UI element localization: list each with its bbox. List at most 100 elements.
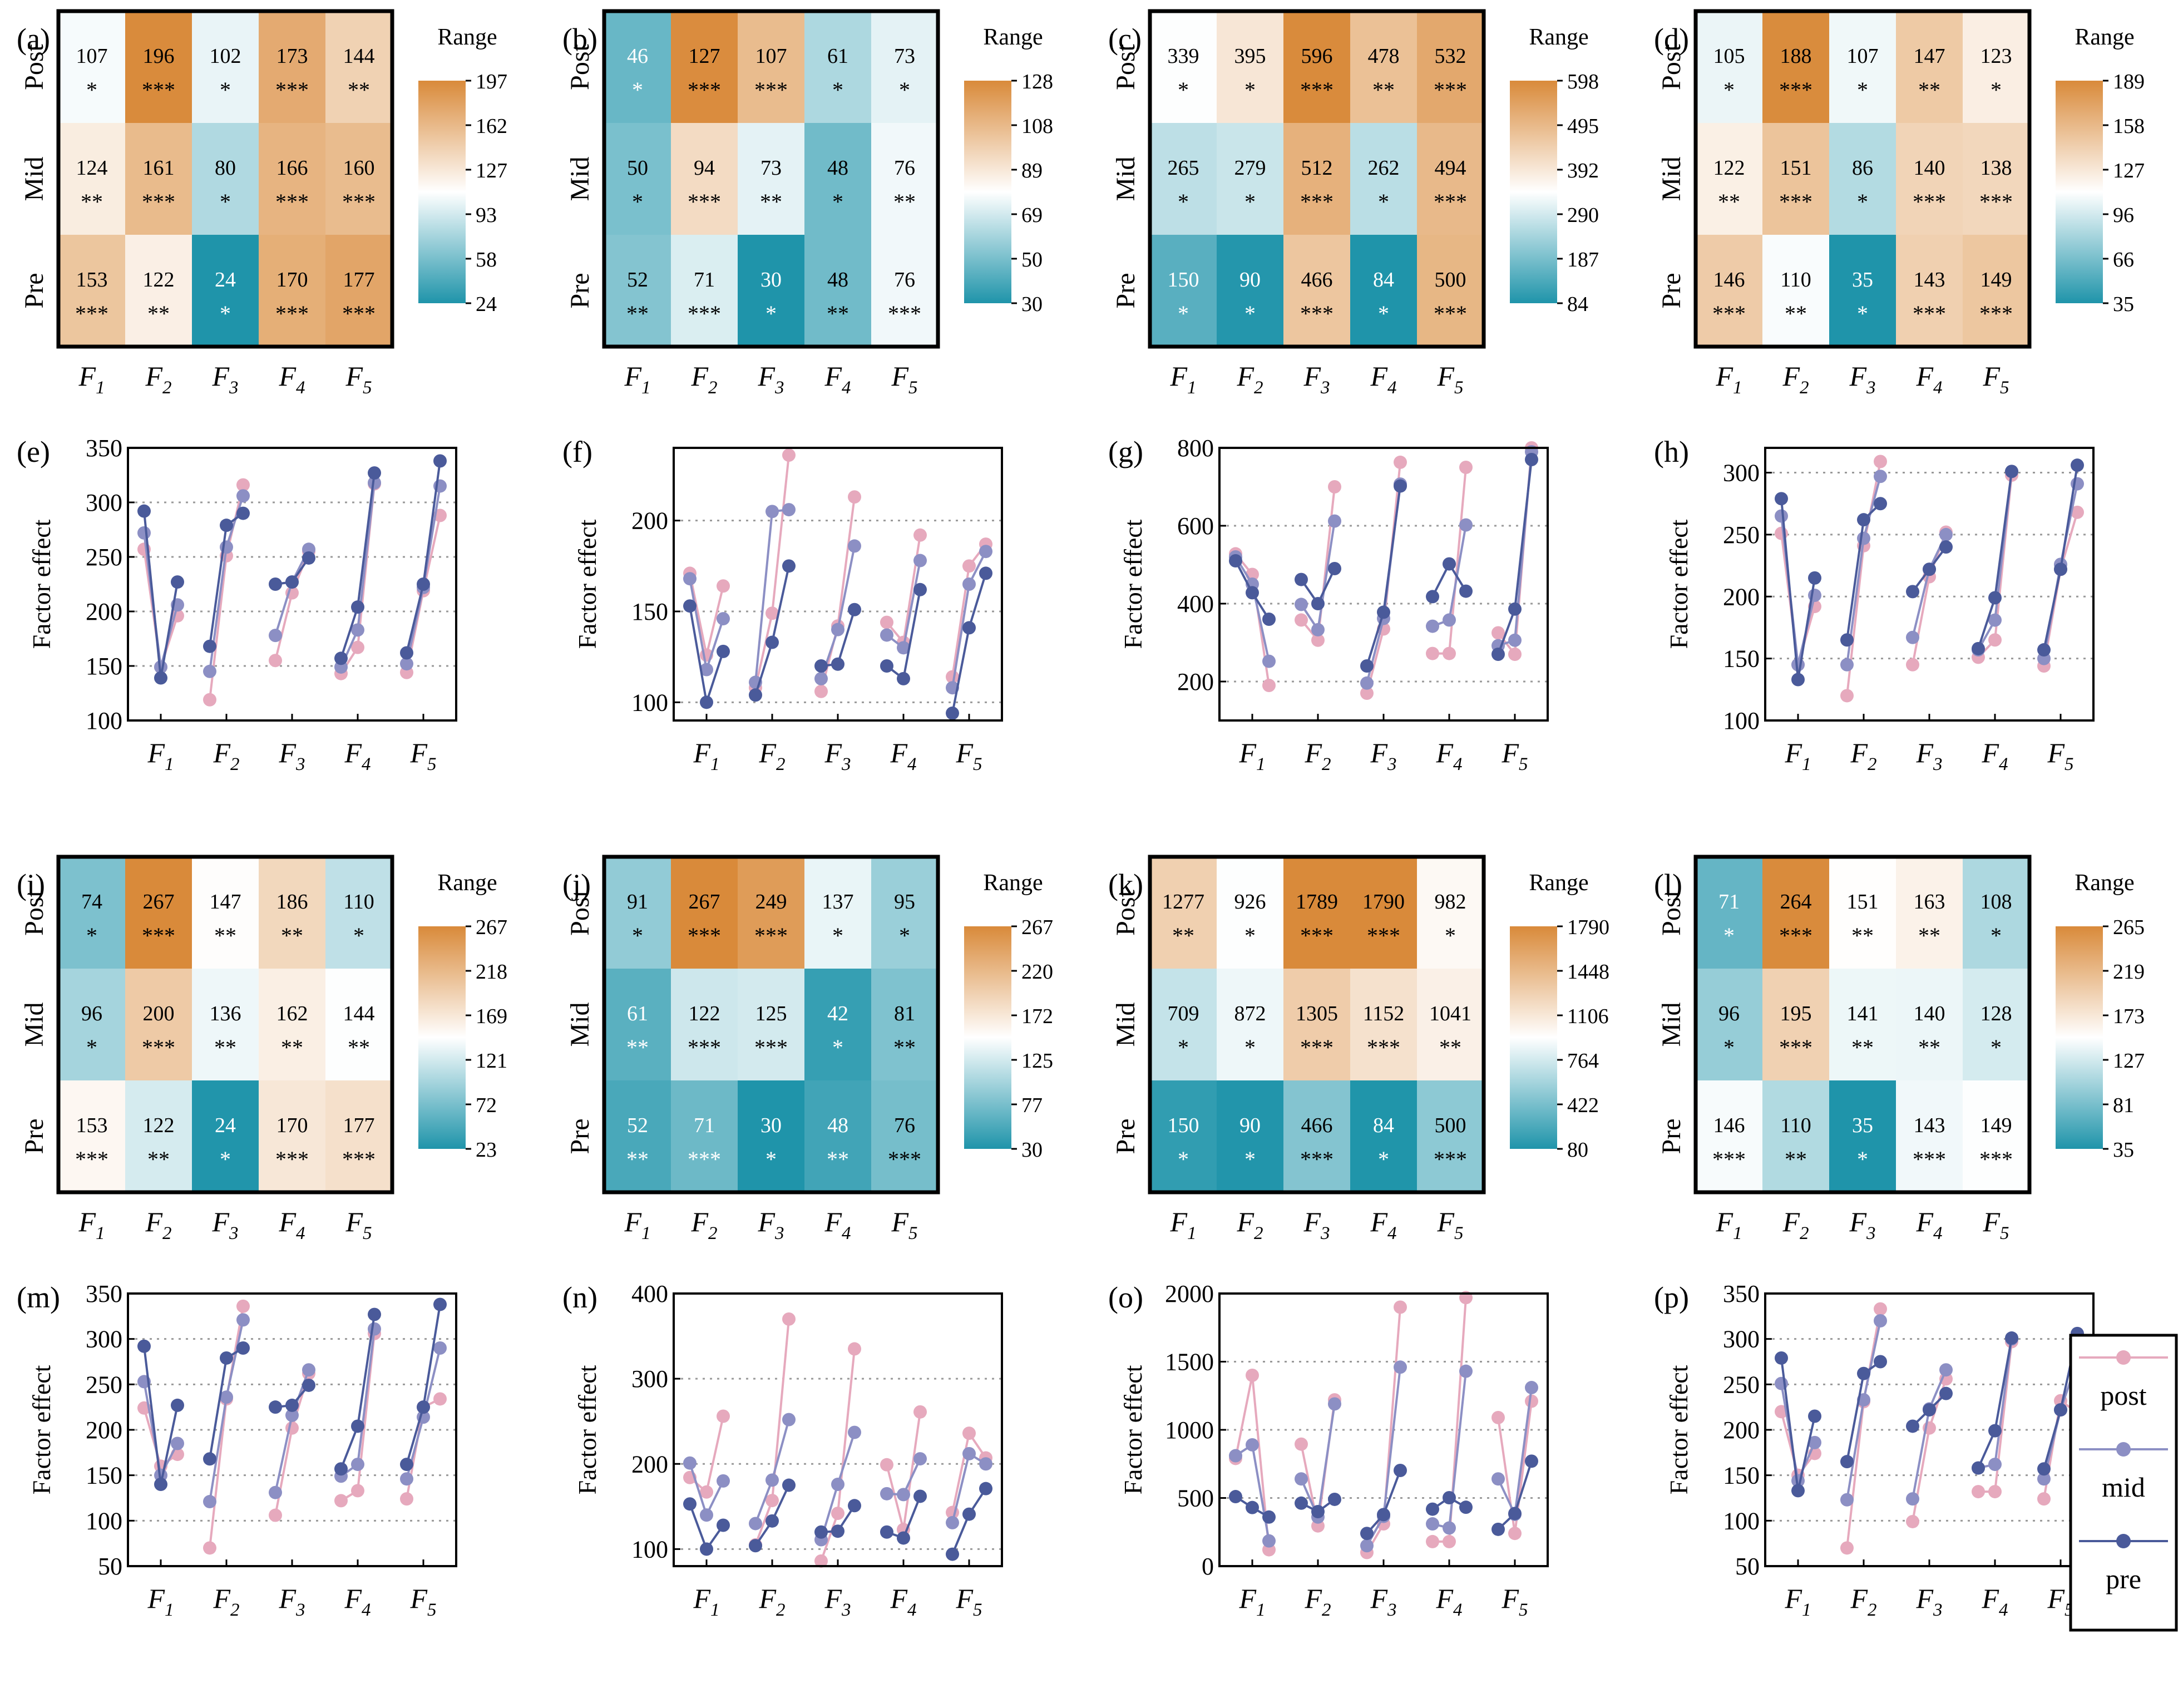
row-label: Pre [1657,1119,1686,1154]
y-tick-label: 500 [1177,1485,1214,1512]
cell-value: 71 [694,1114,715,1137]
heatmap-panel: (d)105*188***107*147**123*122**151***86*… [1654,9,2145,398]
row-label: Mid [565,1002,595,1046]
cell-value: 48 [827,1114,848,1137]
cell-value: 86 [1852,156,1873,180]
heatmap-cell [1350,11,1417,123]
cell-value: 144 [343,45,375,68]
heatmap-cell [1762,857,1829,969]
cell-significance: *** [275,1147,309,1172]
cell-significance: *** [1779,923,1812,948]
factor-tick-label: F4 [1915,1206,1942,1243]
data-point-mid [962,577,976,591]
heatmap-cell [1696,123,1762,235]
factor-tick-label: F5 [345,1206,372,1243]
y-tick-label: 600 [1177,512,1214,540]
cell-value: 96 [81,1002,102,1025]
heatmap-cell [1829,1080,1896,1192]
data-point-mid [368,1322,381,1336]
heatmap-cell [738,969,804,1080]
cell-significance: * [86,923,97,948]
colorbar-tick-label: 189 [2113,70,2145,93]
data-point-pre [700,695,713,709]
data-point-post [880,615,893,629]
factor-tick-label: F5 [1982,361,2009,398]
row-label: Mid [19,156,49,201]
heatmap-cell [1696,969,1762,1080]
data-point-pre [417,577,430,591]
cell-significance: *** [1979,301,2013,326]
data-point-post [700,1485,713,1499]
cell-value: 500 [1435,268,1466,292]
data-point-mid [1939,527,1953,541]
colorbar-tick-label: 30 [1021,1138,1043,1162]
cell-value: 105 [1713,45,1745,68]
cell-value: 76 [894,156,915,180]
heatmap-cell [604,235,671,347]
data-point-pre [1775,492,1788,506]
factor-tick-label: F4 [1915,361,1942,398]
factor-tick-label: F3 [757,361,784,398]
data-point-post [1246,1369,1259,1382]
plot-frame [1218,1292,1549,1567]
data-point-pre [946,706,959,720]
data-point-pre [1295,1496,1308,1510]
cell-significance: *** [275,77,309,102]
data-point-post [236,478,250,492]
cell-value: 84 [1373,268,1394,292]
data-point-mid [1295,598,1308,611]
series-line-post [1366,462,1401,694]
heatmap-panel: (l)71*264***151**163**108*96*195***141**… [1654,855,2145,1243]
cell-significance: ** [81,189,103,214]
data-point-mid [1808,1435,1821,1449]
data-point-pre [848,1499,861,1513]
data-point-mid [1906,630,1919,644]
cell-significance: ** [1439,1035,1461,1060]
cell-significance: * [1378,189,1389,214]
cell-value: 265 [1168,156,1199,180]
cell-value: 48 [827,268,848,292]
heatmap-cell [1417,11,1484,123]
factor-tick-label: F3 [211,1206,238,1243]
data-point-pre [880,1525,893,1539]
cell-significance: * [220,189,231,214]
data-point-post [814,684,828,698]
factor-tick-label: F2 [690,1206,717,1243]
cell-value: 110 [1780,1114,1811,1137]
cell-value: 73 [760,156,782,180]
heatmap-cell [1417,123,1484,235]
cell-value: 143 [1914,268,1945,292]
data-point-post [1328,480,1341,493]
data-point-post [1874,1302,1887,1316]
heatmap-cell [58,123,125,235]
heatmap-cell [58,857,125,969]
data-point-post [2037,1492,2051,1506]
plot-frame [673,1292,1003,1567]
colorbar-tick-label: 173 [2113,1005,2145,1028]
data-point-pre [1459,584,1473,598]
data-point-pre [285,575,299,589]
cell-significance: * [899,77,910,102]
factor-tick-label: F4 [1981,1583,2008,1620]
data-point-pre [154,1478,167,1491]
heatmap-cell [1217,123,1283,235]
heatmap-frame [602,855,940,1194]
legend-label-post: post [2100,1380,2146,1411]
row-label: Mid [1111,1002,1140,1046]
data-point-post [269,654,282,668]
heatmap-cell [871,123,938,235]
factor-tick-label: F2 [1782,1206,1809,1243]
data-point-pre [1229,1490,1242,1504]
data-point-pre [1840,1455,1854,1469]
heatmap-cell [259,235,325,347]
series-line-pre [1977,1337,2013,1469]
factor-tick-label: F4 [1370,361,1396,398]
data-point-pre [1988,591,2002,605]
data-point-post [1988,633,2002,647]
data-point-pre [1360,1527,1374,1541]
factor-tick-label: F1 [147,1583,174,1620]
panel-label: (n) [562,1281,597,1314]
cell-value: 24 [215,1114,236,1137]
row-label: Pre [1111,1119,1140,1154]
colorbar-tick-label: 72 [476,1094,497,1117]
